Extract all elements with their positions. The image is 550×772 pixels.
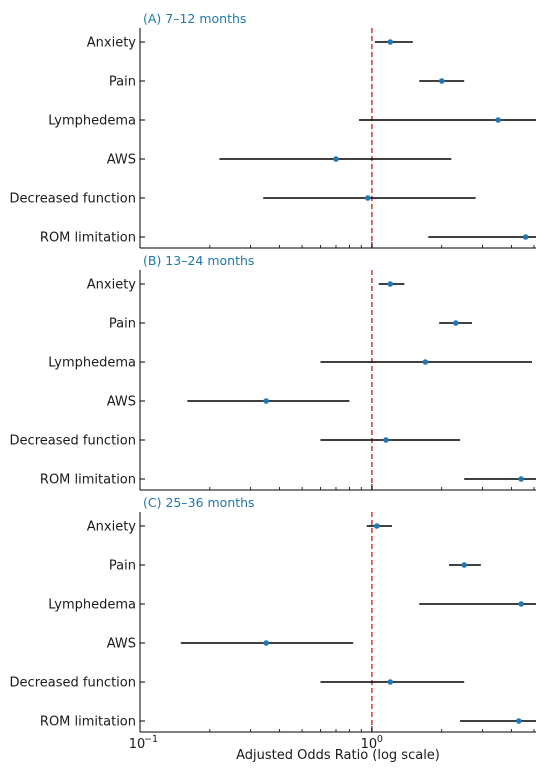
panel-title: (C) 25–36 months — [143, 495, 255, 510]
panel-title: (B) 13–24 months — [143, 253, 254, 268]
odds-ratio-point — [387, 679, 394, 685]
category-label: ROM limitation — [40, 231, 136, 246]
category-label: Lymphedema — [48, 356, 136, 371]
category-label: ROM limitation — [40, 473, 136, 488]
category-label: Lymphedema — [48, 598, 136, 613]
odds-ratio-point — [518, 601, 524, 607]
odds-ratio-point — [461, 562, 467, 568]
category-label: Lymphedema — [48, 114, 136, 129]
odds-ratio-point — [452, 320, 459, 326]
odds-ratio-point — [374, 523, 380, 529]
x-axis-title: Adjusted Odds Ratio (log scale) — [236, 748, 440, 763]
odds-ratio-point — [263, 640, 269, 646]
odds-ratio-point — [383, 437, 389, 443]
category-label: Decreased function — [10, 434, 136, 449]
category-label: Anxiety — [87, 520, 137, 535]
odds-ratio-point — [516, 718, 522, 724]
category-label: Pain — [109, 317, 136, 332]
category-label: AWS — [107, 637, 136, 652]
x-tick-exponent: −1 — [144, 734, 158, 745]
odds-ratio-point — [518, 476, 524, 482]
x-tick-label: 10 — [361, 737, 378, 752]
odds-ratio-point — [387, 39, 394, 45]
category-label: AWS — [107, 153, 136, 168]
odds-ratio-point — [387, 281, 394, 287]
category-label: Decreased function — [10, 676, 136, 691]
category-label: Anxiety — [87, 36, 137, 51]
odds-ratio-point — [522, 234, 529, 240]
odds-ratio-point — [263, 398, 269, 404]
category-label: Pain — [109, 559, 136, 574]
odds-ratio-point — [422, 359, 429, 365]
odds-ratio-point — [495, 117, 501, 123]
odds-ratio-point — [333, 156, 339, 162]
category-label: Decreased function — [10, 192, 136, 207]
odds-ratio-point — [438, 78, 445, 84]
category-label: ROM limitation — [40, 715, 136, 730]
odds-ratio-point — [364, 195, 371, 201]
x-tick-label: 10 — [129, 737, 146, 752]
category-label: Anxiety — [87, 278, 137, 293]
x-tick-exponent: 0 — [377, 734, 383, 745]
category-label: AWS — [107, 395, 136, 410]
category-label: Pain — [109, 75, 136, 90]
panel-title: (A) 7–12 months — [143, 11, 246, 26]
